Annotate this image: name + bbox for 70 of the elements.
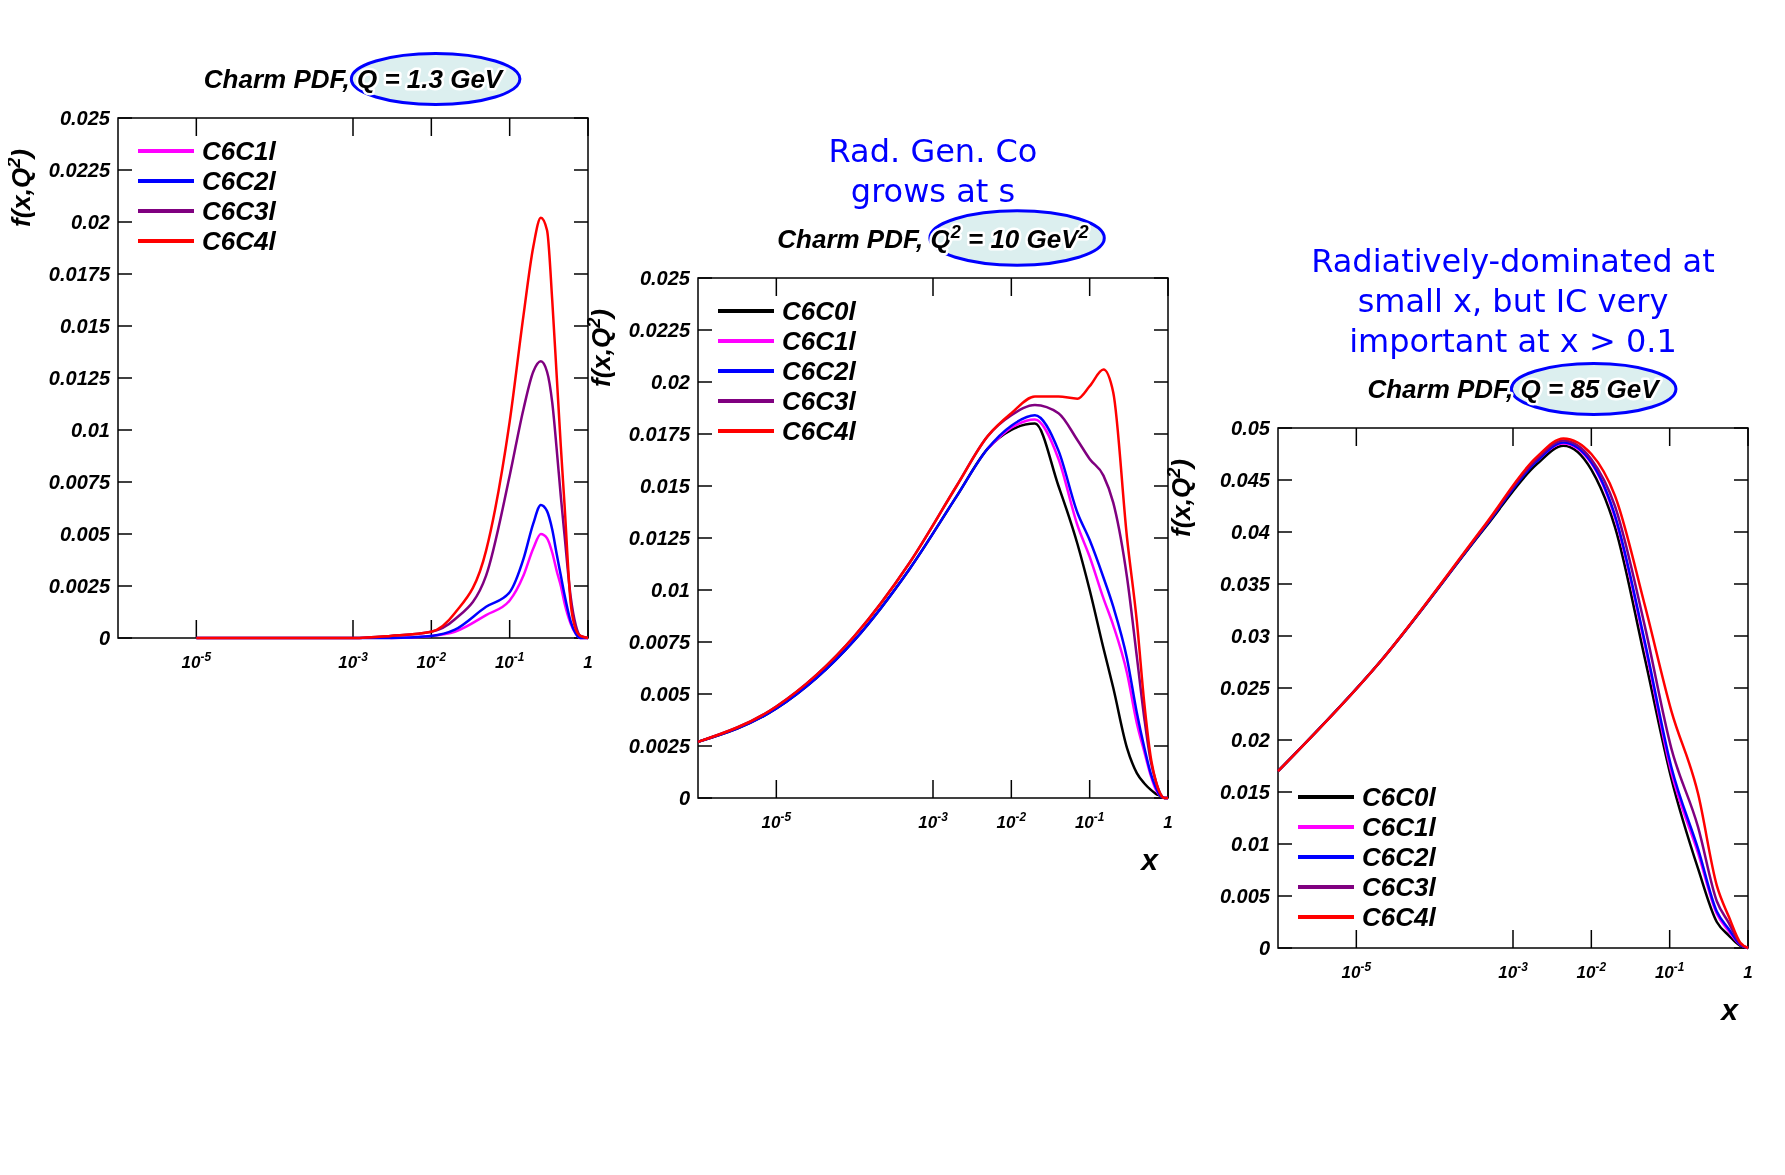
y-tick-label: 0.0025 xyxy=(48,575,111,597)
x-tick-label: 1 xyxy=(1743,963,1753,982)
y-tick-label: 0 xyxy=(1258,937,1270,959)
y-tick-label: 0.035 xyxy=(1219,573,1271,595)
y-tick-label: 0.02 xyxy=(651,371,690,393)
y-tick-label: 0.025 xyxy=(1219,677,1271,699)
legend-label: C6C2l xyxy=(782,356,857,387)
y-tick-label: 0.0225 xyxy=(48,159,111,181)
y-tick-label: 0.05 xyxy=(1231,417,1271,439)
y-tick-label: 0.005 xyxy=(59,523,111,545)
y-tick-label: 0.025 xyxy=(59,107,111,129)
text: Radiatively-dominated at small x, but IC very important at x > 0.1 xyxy=(1311,242,1715,360)
legend-label: C6C0l xyxy=(1362,782,1437,813)
y-tick-label: 0.0075 xyxy=(48,471,111,493)
text: Rad. Gen. Co xyxy=(828,132,1038,170)
x-tick-label: 10$^{-2}$ xyxy=(1576,960,1607,982)
y-tick-label: 0.015 xyxy=(1219,781,1271,803)
x-tick-label: 10$^{-1}$ xyxy=(494,650,525,672)
x-tick-label: 10$^{-5}$ xyxy=(1341,960,1372,982)
x-tick-label: 1 xyxy=(1163,813,1173,832)
x-axis-title: x xyxy=(1719,993,1740,1026)
chart-title: Charm PDF, Q$^{2}$ = 10 GeV$^{2}$ xyxy=(777,222,1089,254)
y-tick-label: 0.02 xyxy=(71,211,110,233)
x-axis-title: x xyxy=(1139,843,1160,876)
y-tick-label: 0.04 xyxy=(1231,521,1270,543)
legend-label: C6C2l xyxy=(1362,842,1437,873)
legend-label: C6C3l xyxy=(782,386,857,417)
y-tick-label: 0 xyxy=(678,787,690,809)
y-tick-label: 0.03 xyxy=(1231,625,1270,647)
y-tick-label: 0.0075 xyxy=(628,631,691,653)
y-tick-label: 0.015 xyxy=(59,315,111,337)
text: grows at s xyxy=(850,172,1016,210)
y-tick-label: 0 xyxy=(98,627,110,649)
y-tick-label: 0.005 xyxy=(639,683,691,705)
legend-label: C6C3l xyxy=(1362,872,1437,903)
legend-label: C6C2l xyxy=(202,166,277,197)
y-tick-label: 0.015 xyxy=(639,475,691,497)
y-tick-label: 0.0225 xyxy=(628,319,691,341)
y-tick-label: 0.0175 xyxy=(628,423,691,445)
x-tick-label: 10$^{-2}$ xyxy=(996,810,1027,832)
legend-label: C6C1l xyxy=(782,326,857,357)
y-tick-label: 0.02 xyxy=(1231,729,1270,751)
legend-label: C6C1l xyxy=(202,136,277,167)
legend-label: C6C4l xyxy=(202,226,277,257)
legend-label: C6C4l xyxy=(1362,902,1437,933)
y-tick-label: 0.0125 xyxy=(628,527,691,549)
legend-label: C6C3l xyxy=(202,196,277,227)
x-tick-label: 10$^{-1}$ xyxy=(1654,960,1685,982)
y-tick-label: 0.045 xyxy=(1219,469,1271,491)
x-tick-label: 10$^{-5}$ xyxy=(181,650,212,672)
y-tick-label: 0.01 xyxy=(71,419,110,441)
chart-title: Charm PDF, Q = 85 GeV xyxy=(1367,374,1662,404)
y-tick-label: 0.01 xyxy=(651,579,690,601)
legend-label: C6C0l xyxy=(782,296,857,327)
x-tick-label: 10$^{-1}$ xyxy=(1074,810,1105,832)
x-tick-label: 1 xyxy=(583,653,593,672)
x-tick-label: 10$^{-3}$ xyxy=(1498,960,1529,982)
y-tick-label: 0.0025 xyxy=(628,735,691,757)
legend-label: C6C4l xyxy=(782,416,857,447)
x-tick-label: 10$^{-2}$ xyxy=(416,650,447,672)
y-tick-label: 0.0175 xyxy=(48,263,111,285)
y-tick-label: 0.005 xyxy=(1219,885,1271,907)
y-tick-label: 0.025 xyxy=(639,267,691,289)
x-tick-label: 10$^{-3}$ xyxy=(918,810,949,832)
legend-label: C6C1l xyxy=(1362,812,1437,843)
y-tick-label: 0.0125 xyxy=(48,367,111,389)
y-tick-label: 0.01 xyxy=(1231,833,1270,855)
chart-title: Charm PDF, Q = 1.3 GeV xyxy=(203,64,505,94)
x-tick-label: 10$^{-5}$ xyxy=(761,810,792,832)
x-tick-label: 10$^{-3}$ xyxy=(338,650,369,672)
